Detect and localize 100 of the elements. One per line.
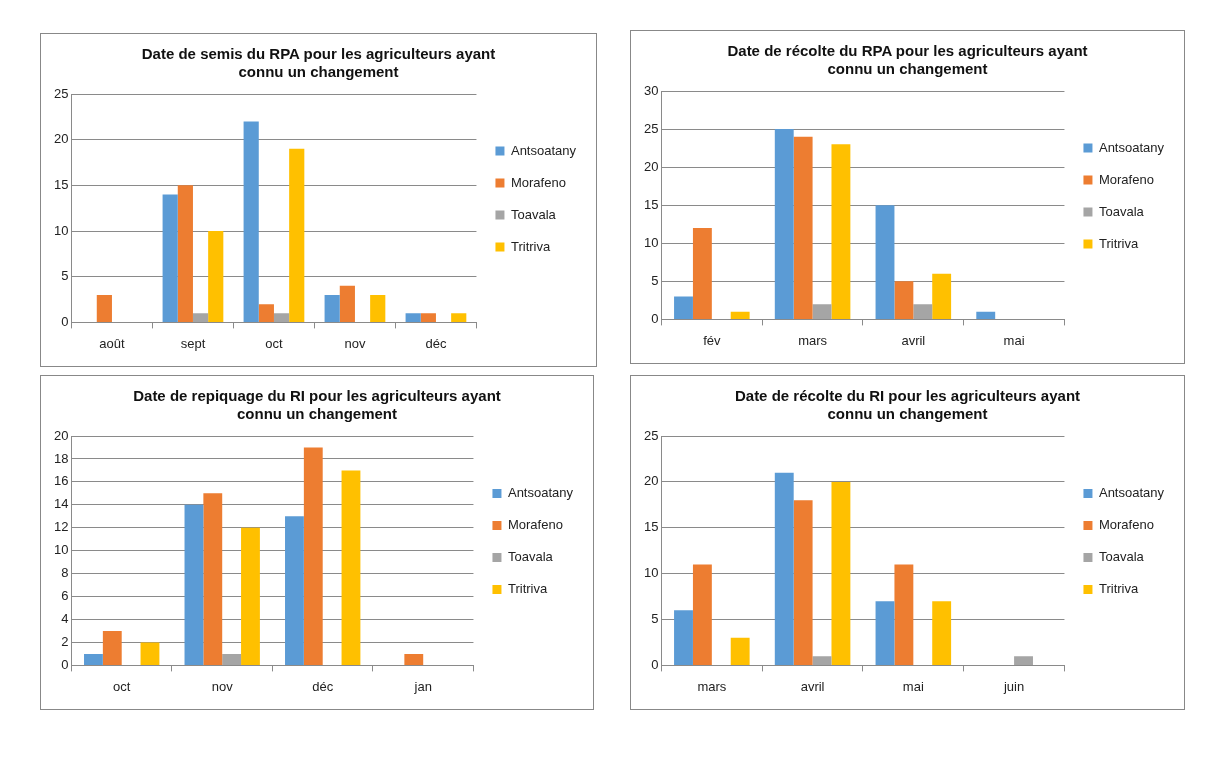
bar — [192, 313, 209, 322]
bar — [831, 481, 851, 665]
legend-label: Toavala — [1098, 203, 1145, 219]
y-tick-label: 15 — [643, 196, 659, 212]
bar — [451, 313, 467, 322]
bar — [894, 564, 914, 665]
x-tick-label: juin — [1002, 678, 1025, 694]
legend-label: Toavala — [507, 549, 554, 565]
bar — [222, 653, 242, 665]
chart-title: Date de repiquage du RI pour les agriculteurs ayant connu un changement — [133, 387, 501, 423]
x-tick-label: jan — [413, 678, 432, 694]
x-tick-label: avril — [800, 678, 825, 694]
bar — [84, 653, 103, 665]
bar — [243, 121, 259, 322]
y-tick-label: 12 — [53, 519, 69, 535]
x-tick-label: mai — [1003, 332, 1025, 348]
x-tick-label: nov — [344, 335, 366, 351]
x-tick-label: mai — [902, 678, 924, 694]
x-tick-label: oct — [265, 335, 284, 351]
bar — [1014, 656, 1033, 665]
bar — [303, 447, 323, 665]
bar — [913, 304, 933, 319]
bar — [140, 642, 160, 665]
y-tick-label: 2 — [61, 634, 69, 650]
bar — [730, 637, 750, 665]
bar — [208, 231, 224, 322]
bar — [692, 228, 712, 319]
bar — [674, 610, 693, 665]
x-tick-label: oct — [113, 678, 131, 694]
y-tick-label: 25 — [53, 85, 69, 101]
bar — [976, 311, 996, 319]
legend-label: Toavala — [1098, 549, 1145, 565]
x-tick-label: fév — [703, 332, 721, 348]
y-tick-label: 0 — [651, 310, 659, 326]
y-tick-label: 20 — [643, 473, 659, 489]
legend-label: Toavala — [510, 206, 557, 222]
y-tick-label: 16 — [53, 473, 69, 489]
bar — [692, 564, 712, 665]
bar — [774, 472, 794, 665]
legend-label: Antsoatany — [1098, 139, 1165, 155]
bar — [96, 294, 112, 322]
bar — [339, 285, 355, 322]
bar — [162, 194, 178, 322]
legend-label: Tritriva — [507, 581, 548, 597]
legend-label: Antsoatany — [510, 142, 577, 158]
x-tick-label: août — [99, 335, 125, 351]
bar — [674, 296, 693, 319]
y-tick-label: 20 — [643, 158, 659, 174]
bar — [875, 601, 895, 665]
bar — [932, 273, 952, 319]
y-tick-label: 5 — [61, 268, 69, 284]
bar — [894, 281, 914, 319]
y-tick-label: 5 — [651, 272, 659, 288]
y-tick-label: 10 — [53, 542, 69, 558]
legend-label: Antsoatany — [1098, 485, 1165, 501]
y-tick-label: 6 — [61, 588, 69, 604]
bar — [405, 313, 421, 322]
y-tick-label: 10 — [643, 565, 659, 581]
bar — [102, 630, 122, 665]
bar — [831, 144, 851, 319]
x-tick-label: mars — [798, 332, 828, 348]
y-tick-label: 14 — [53, 496, 69, 512]
chart-title: Date de récolte du RI pour les agriculteurs ayant connu un changement — [734, 387, 1081, 423]
x-tick-label: sept — [180, 335, 206, 351]
bar — [793, 500, 813, 665]
y-tick-label: 0 — [61, 313, 69, 329]
y-tick-label: 0 — [651, 656, 659, 672]
bar — [184, 504, 204, 665]
x-tick-label: déc — [425, 335, 447, 351]
x-tick-label: avril — [901, 332, 926, 348]
legend-label: Morafeno — [1098, 517, 1154, 533]
bar — [370, 294, 386, 322]
x-tick-label: nov — [211, 678, 234, 694]
y-tick-label: 30 — [643, 82, 659, 98]
legend-label: Morafeno — [510, 174, 566, 190]
legend-label: Antsoatany — [507, 485, 574, 501]
y-tick-label: 18 — [53, 450, 69, 466]
legend-label: Morafeno — [507, 517, 563, 533]
bar — [341, 470, 361, 665]
bar — [730, 311, 750, 319]
bar — [203, 493, 223, 665]
y-tick-label: 0 — [61, 656, 69, 672]
y-tick-label: 8 — [61, 565, 69, 581]
bar — [258, 304, 274, 322]
chart-title: Date de semis du RPA pour les agriculteurs ayant connu un changement — [141, 45, 496, 81]
bar — [812, 304, 832, 319]
bar — [932, 601, 952, 665]
legend-label: Morafeno — [1098, 171, 1154, 187]
y-tick-label: 20 — [53, 131, 69, 147]
bar — [420, 313, 436, 322]
bar — [285, 516, 304, 665]
bar — [875, 205, 895, 319]
y-tick-label: 10 — [53, 222, 69, 238]
chart-title: Date de récolte du RPA pour les agriculteurs ayant connu un changement — [727, 42, 1088, 78]
y-tick-label: 10 — [643, 234, 659, 250]
y-tick-label: 15 — [53, 176, 69, 192]
bar — [289, 148, 305, 322]
bar — [177, 185, 193, 322]
y-tick-label: 20 — [53, 427, 69, 443]
legend-label: Tritriva — [510, 238, 551, 254]
